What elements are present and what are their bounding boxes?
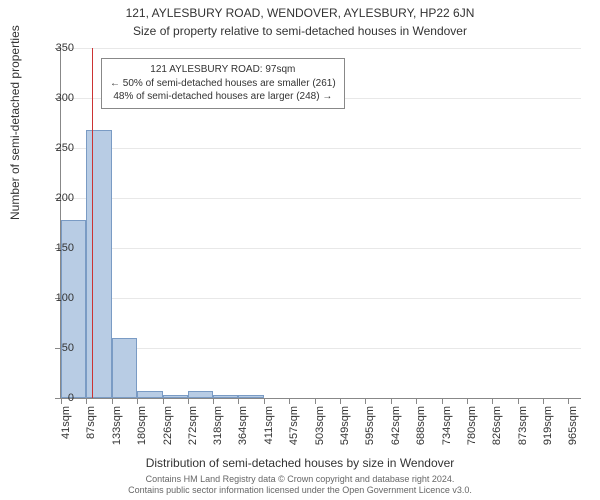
x-tick (492, 398, 493, 404)
x-tick-label: 364sqm (237, 406, 249, 450)
x-tick (264, 398, 265, 404)
info-box: 121 AYLESBURY ROAD: 97sqm ← 50% of semi-d… (101, 58, 345, 109)
x-tick-label: 87sqm (85, 406, 97, 450)
histogram-bar (112, 338, 138, 398)
x-tick-label: 734sqm (441, 406, 453, 450)
grid-line (61, 348, 581, 349)
info-line1: 121 AYLESBURY ROAD: 97sqm (150, 64, 295, 75)
x-tick (213, 398, 214, 404)
x-tick (289, 398, 290, 404)
x-tick-label: 180sqm (136, 406, 148, 450)
y-tick-label: 50 (44, 342, 74, 354)
y-tick-label: 200 (44, 192, 74, 204)
x-tick-label: 549sqm (339, 406, 351, 450)
y-tick-label: 300 (44, 92, 74, 104)
x-tick (315, 398, 316, 404)
x-tick (467, 398, 468, 404)
histogram-bar (188, 391, 213, 398)
x-tick-label: 965sqm (567, 406, 579, 450)
x-tick-label: 318sqm (212, 406, 224, 450)
x-tick-label: 780sqm (466, 406, 478, 450)
x-tick-label: 688sqm (415, 406, 427, 450)
x-tick (518, 398, 519, 404)
property-size-chart: 121, AYLESBURY ROAD, WENDOVER, AYLESBURY… (0, 0, 600, 500)
x-tick (543, 398, 544, 404)
x-tick (416, 398, 417, 404)
histogram-bar (137, 391, 162, 398)
histogram-bar (86, 130, 111, 398)
x-tick-label: 457sqm (288, 406, 300, 450)
x-axis-title: Distribution of semi-detached houses by … (0, 456, 600, 470)
x-tick-label: 411sqm (263, 406, 275, 450)
attribution-line2: Contains public sector information licen… (128, 485, 472, 495)
x-tick-label: 272sqm (187, 406, 199, 450)
x-tick (340, 398, 341, 404)
x-tick-label: 133sqm (111, 406, 123, 450)
x-tick (137, 398, 138, 404)
x-tick (112, 398, 113, 404)
y-axis-title: Number of semi-detached properties (8, 25, 22, 220)
plot-area: 121 AYLESBURY ROAD: 97sqm ← 50% of semi-d… (60, 48, 581, 399)
attribution: Contains HM Land Registry data © Crown c… (0, 474, 600, 497)
grid-line (61, 298, 581, 299)
x-tick-label: 919sqm (542, 406, 554, 450)
chart-subtitle: Size of property relative to semi-detach… (0, 22, 600, 38)
x-tick (568, 398, 569, 404)
x-tick (188, 398, 189, 404)
grid-line (61, 248, 581, 249)
chart-title: 121, AYLESBURY ROAD, WENDOVER, AYLESBURY… (0, 0, 600, 22)
y-tick-label: 350 (44, 42, 74, 54)
x-tick-label: 873sqm (517, 406, 529, 450)
x-tick-label: 503sqm (314, 406, 326, 450)
x-tick (442, 398, 443, 404)
x-tick-label: 826sqm (491, 406, 503, 450)
grid-line (61, 198, 581, 199)
x-tick (365, 398, 366, 404)
info-line3: 48% of semi-detached houses are larger (… (113, 91, 332, 102)
y-tick-label: 100 (44, 292, 74, 304)
x-tick (391, 398, 392, 404)
x-tick (163, 398, 164, 404)
grid-line (61, 48, 581, 49)
info-line2: ← 50% of semi-detached houses are smalle… (110, 78, 336, 89)
x-tick-label: 226sqm (162, 406, 174, 450)
y-tick-label: 150 (44, 242, 74, 254)
attribution-line1: Contains HM Land Registry data © Crown c… (146, 474, 455, 484)
y-tick-label: 0 (44, 392, 74, 404)
x-tick-label: 642sqm (390, 406, 402, 450)
x-tick (86, 398, 87, 404)
reference-line (92, 48, 93, 398)
histogram-bar (238, 395, 264, 398)
x-tick (238, 398, 239, 404)
x-tick-label: 595sqm (364, 406, 376, 450)
grid-line (61, 148, 581, 149)
x-tick-label: 41sqm (60, 406, 72, 450)
y-tick-label: 250 (44, 142, 74, 154)
histogram-bar (213, 395, 238, 398)
histogram-bar (163, 395, 188, 398)
